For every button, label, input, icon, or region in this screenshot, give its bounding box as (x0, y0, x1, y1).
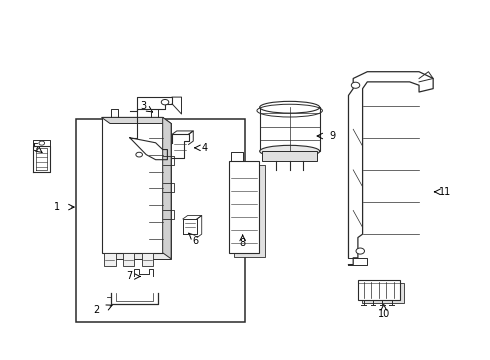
Text: 1: 1 (54, 202, 60, 212)
Polygon shape (101, 117, 171, 123)
Bar (101, 117, 163, 253)
Bar (362, 283, 404, 303)
Bar (110, 123, 171, 259)
Ellipse shape (260, 145, 319, 157)
Text: 4: 4 (202, 143, 208, 153)
Circle shape (39, 141, 45, 145)
Text: 7: 7 (126, 271, 133, 282)
Bar (122, 253, 134, 266)
Bar (263, 151, 317, 161)
Text: 3: 3 (141, 100, 147, 111)
Text: 5: 5 (32, 143, 39, 153)
Text: 10: 10 (378, 309, 390, 319)
Text: 2: 2 (94, 305, 100, 315)
Bar (234, 166, 265, 257)
Circle shape (356, 248, 365, 254)
Bar (228, 161, 259, 253)
Circle shape (161, 99, 169, 105)
Text: 6: 6 (193, 236, 198, 246)
Bar (358, 280, 400, 300)
Circle shape (136, 152, 143, 157)
Text: 9: 9 (329, 131, 335, 141)
Text: 11: 11 (439, 187, 451, 197)
Polygon shape (163, 117, 171, 259)
Bar (142, 253, 153, 266)
Ellipse shape (260, 102, 319, 113)
Bar (104, 253, 116, 266)
Circle shape (351, 82, 360, 88)
Bar (260, 107, 319, 151)
Bar (75, 119, 245, 322)
Text: 8: 8 (240, 238, 245, 248)
